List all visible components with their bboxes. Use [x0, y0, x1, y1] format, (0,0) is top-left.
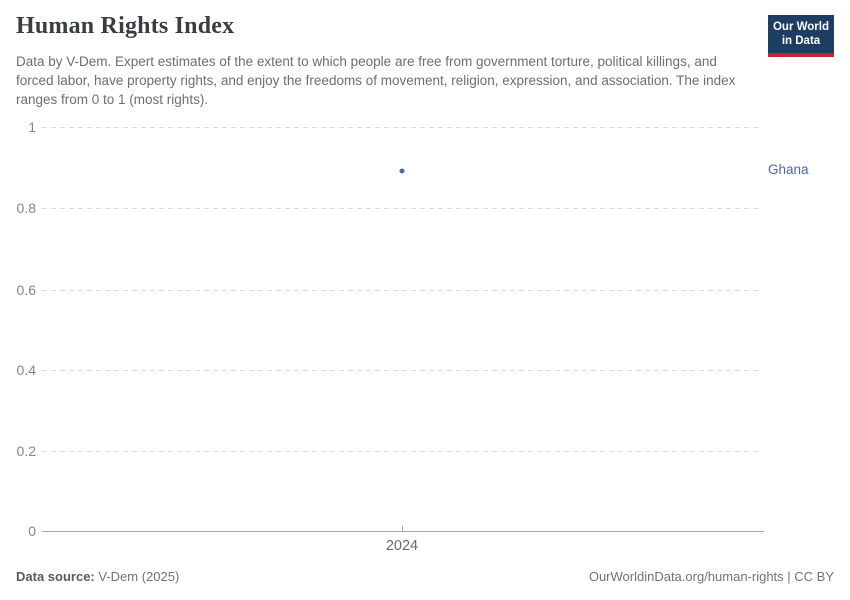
y-tick-label: 0.8	[16, 200, 36, 216]
chart-footer: Data source: V-Dem (2025) OurWorldinData…	[16, 569, 834, 584]
owid-logo-line1: Our World	[772, 21, 829, 33]
attribution-link[interactable]: OurWorldinData.org/human-rights | CC BY	[588, 569, 834, 584]
data-source-link[interactable]: V-Dem (2025)	[98, 569, 180, 584]
data-source-label: Data source:	[16, 569, 95, 584]
x-axis-line	[42, 531, 764, 532]
entity-label-ghana[interactable]: Ghana	[768, 162, 809, 178]
gridline-0-4	[42, 370, 762, 371]
owid-logo[interactable]: Our World in Data	[768, 15, 834, 57]
chart-subtitle: Data by V-Dem. Expert estimates of the e…	[16, 54, 736, 107]
data-point-ghana[interactable]	[399, 168, 405, 174]
gridline-0-8	[42, 208, 762, 209]
page-title: Human Rights Index	[16, 13, 235, 39]
gridline-0-6	[42, 290, 762, 291]
owid-logo-box: Our World in Data	[768, 15, 834, 53]
data-source: Data source: V-Dem (2025)	[16, 569, 179, 584]
x-tick-label: 2024	[385, 538, 419, 554]
y-tick-label: 1	[28, 119, 36, 135]
x-tick-mark	[402, 526, 403, 531]
gridline-0-2	[42, 451, 762, 452]
owid-logo-red-bar	[768, 52, 834, 57]
y-tick-label: 0.2	[16, 443, 36, 459]
y-tick-label: 0.6	[16, 282, 36, 298]
gridline-1	[42, 127, 762, 128]
owid-logo-line2: in Data	[781, 35, 821, 48]
y-tick-label: 0	[28, 523, 36, 539]
y-tick-label: 0.4	[16, 362, 36, 378]
